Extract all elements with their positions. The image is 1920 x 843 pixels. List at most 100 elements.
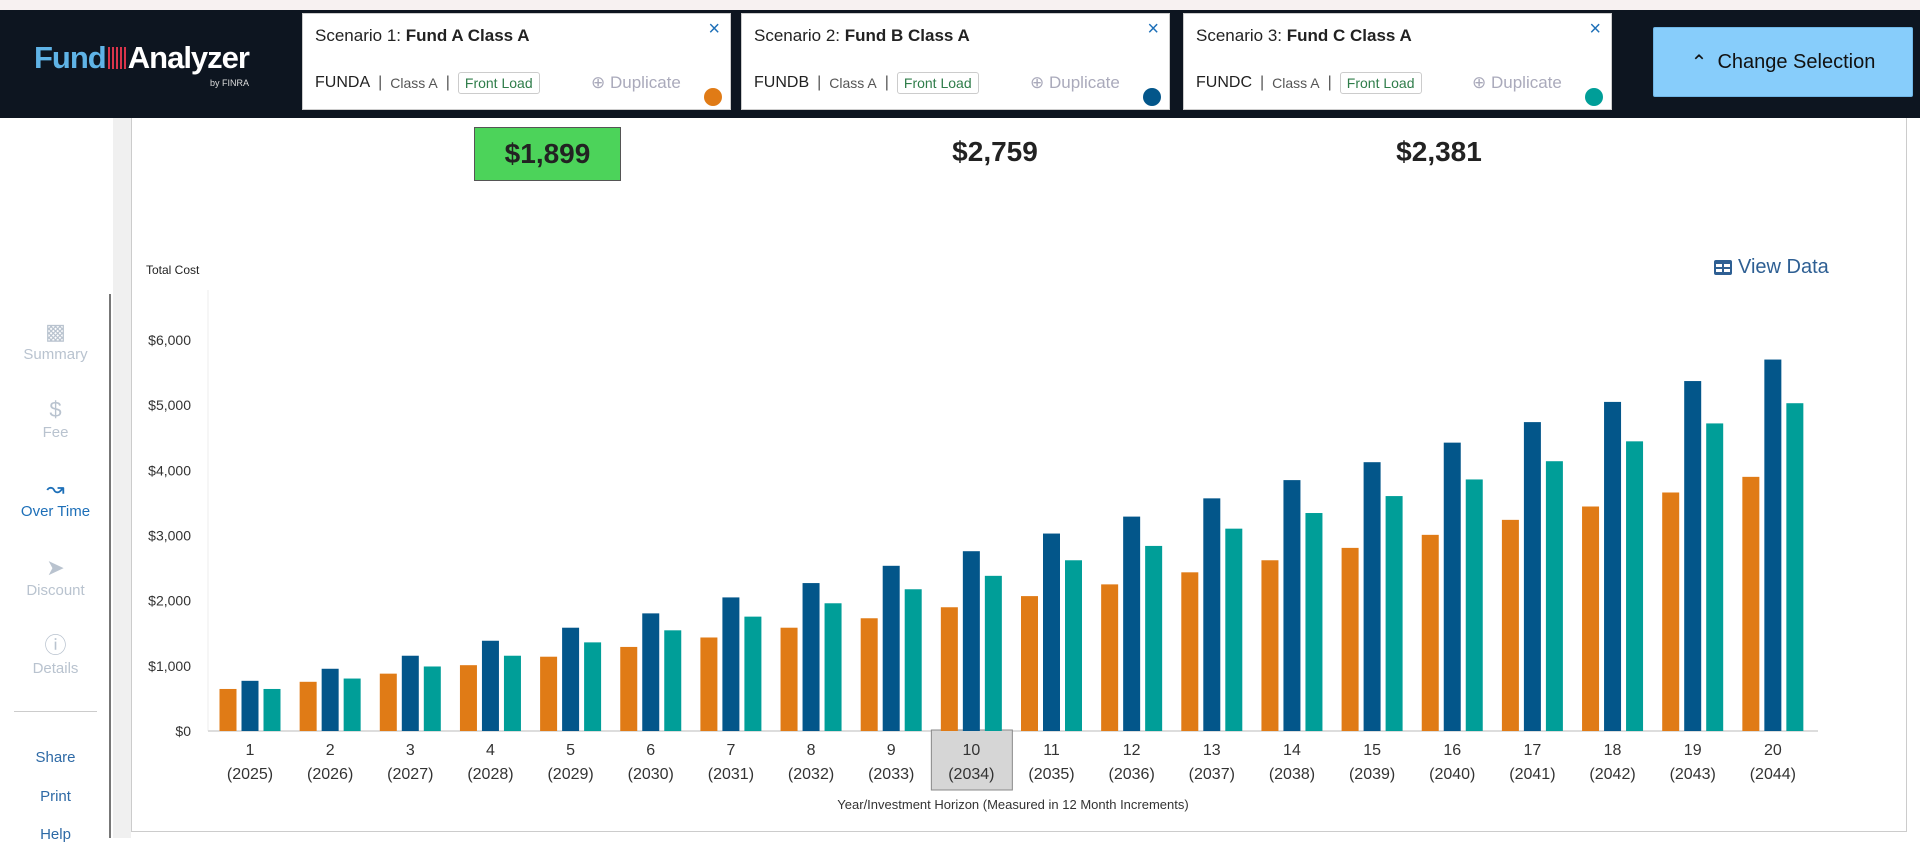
bar-scenario-1-year-3[interactable] xyxy=(379,673,397,731)
bar-scenario-1-year-12[interactable] xyxy=(1101,584,1119,731)
bar-scenario-3-year-15[interactable] xyxy=(1385,496,1403,731)
bar-scenario-3-year-1[interactable] xyxy=(263,688,281,731)
print-link[interactable]: Print xyxy=(40,788,71,805)
bar-scenario-2-year-7[interactable] xyxy=(722,597,740,731)
x-tick-year-label: (2034) xyxy=(948,766,994,783)
bar-scenario-2-year-16[interactable] xyxy=(1443,442,1461,731)
bar-scenario-1-year-2[interactable] xyxy=(299,681,317,731)
scenario-fund-name: Fund A Class A xyxy=(405,26,530,45)
bar-scenario-2-year-1[interactable] xyxy=(241,680,259,731)
bar-scenario-1-year-11[interactable] xyxy=(1021,596,1038,731)
close-icon[interactable]: × xyxy=(1147,18,1159,40)
bar-scenario-2-year-9[interactable] xyxy=(882,565,900,731)
bar-scenario-1-year-16[interactable] xyxy=(1421,534,1439,731)
share-class: Class A xyxy=(829,75,877,91)
load-type-badge: Front Load xyxy=(457,72,540,94)
ticker: FUNDB xyxy=(754,74,810,91)
bar-scenario-2-year-20[interactable] xyxy=(1764,359,1782,731)
bar-scenario-3-year-18[interactable] xyxy=(1626,441,1644,731)
duplicate-button[interactable]: ⊕ Duplicate xyxy=(1472,73,1562,93)
duplicate-button[interactable]: ⊕ Duplicate xyxy=(1030,73,1120,93)
bar-scenario-3-year-5[interactable] xyxy=(584,642,602,731)
bar-scenario-1-year-6[interactable] xyxy=(620,646,638,731)
bar-scenario-1-year-7[interactable] xyxy=(700,637,718,731)
bar-scenario-2-year-15[interactable] xyxy=(1363,462,1381,731)
bar-scenario-3-year-12[interactable] xyxy=(1145,545,1163,731)
bar-scenario-3-year-19[interactable] xyxy=(1706,423,1724,731)
scenario-prefix: Scenario 3: xyxy=(1196,26,1282,45)
y-tick-label: $5,000 xyxy=(148,397,191,413)
x-tick-year-label: (2036) xyxy=(1109,766,1155,783)
bar-scenario-3-year-7[interactable] xyxy=(744,616,762,731)
ticker: FUNDC xyxy=(1196,74,1252,91)
bar-scenario-3-year-4[interactable] xyxy=(503,655,521,731)
change-selection-button[interactable]: ⌃ Change Selection xyxy=(1653,27,1913,97)
bar-scenario-1-year-1[interactable] xyxy=(219,688,237,731)
scenario-color-dot xyxy=(1143,88,1161,106)
sidebar-item-fee[interactable]: $ Fee xyxy=(0,397,111,442)
bar-scenario-3-year-2[interactable] xyxy=(343,678,361,731)
bar-scenario-1-year-20[interactable] xyxy=(1742,476,1760,731)
bar-scenario-2-year-18[interactable] xyxy=(1604,401,1622,731)
bar-scenario-1-year-4[interactable] xyxy=(459,665,477,731)
scenario-color-dot xyxy=(704,88,722,106)
x-tick-year-label: (2040) xyxy=(1429,766,1475,783)
bar-scenario-3-year-16[interactable] xyxy=(1465,479,1483,731)
bar-scenario-1-year-18[interactable] xyxy=(1582,506,1600,731)
bar-scenario-3-year-11[interactable] xyxy=(1065,560,1082,731)
bar-scenario-3-year-13[interactable] xyxy=(1225,528,1243,731)
sidebar-divider xyxy=(14,711,97,712)
bar-scenario-3-year-8[interactable] xyxy=(824,603,842,731)
bar-scenario-1-year-15[interactable] xyxy=(1341,547,1359,731)
dollar-icon: $ xyxy=(49,397,62,422)
bar-scenario-3-year-6[interactable] xyxy=(664,630,682,731)
bar-scenario-1-year-17[interactable] xyxy=(1501,519,1519,731)
bar-scenario-3-year-10[interactable] xyxy=(984,575,1002,731)
bar-scenario-2-year-17[interactable] xyxy=(1523,422,1541,731)
close-icon[interactable]: × xyxy=(708,18,720,40)
x-tick-label: 13 xyxy=(1203,742,1221,759)
info-icon: ⓘ xyxy=(44,633,67,658)
bar-scenario-1-year-14[interactable] xyxy=(1261,560,1279,731)
x-tick-label: 19 xyxy=(1684,742,1702,759)
fund-analyzer-logo[interactable]: Fund Analyzer by FINRA xyxy=(34,40,250,88)
bar-scenario-2-year-10[interactable] xyxy=(962,551,980,731)
bar-scenario-2-year-19[interactable] xyxy=(1684,381,1702,731)
sidebar-item-details[interactable]: ⓘ Details xyxy=(0,633,111,678)
x-tick-year-label: (2027) xyxy=(387,766,433,783)
bar-scenario-3-year-9[interactable] xyxy=(904,589,922,731)
bar-scenario-3-year-3[interactable] xyxy=(423,666,441,731)
bar-scenario-2-year-13[interactable] xyxy=(1203,498,1221,731)
bar-scenario-2-year-2[interactable] xyxy=(321,668,339,731)
bar-scenario-3-year-14[interactable] xyxy=(1305,513,1323,731)
bar-scenario-1-year-10[interactable] xyxy=(940,607,958,731)
bar-scenario-2-year-4[interactable] xyxy=(481,640,499,731)
bar-scenario-1-year-19[interactable] xyxy=(1662,492,1680,731)
x-tick-year-label: (2035) xyxy=(1028,766,1074,783)
tags-icon: ➤ xyxy=(46,555,65,580)
bar-scenario-2-year-5[interactable] xyxy=(562,627,580,731)
sidebar-item-over-time[interactable]: ↝ Over Time xyxy=(0,477,111,521)
bar-scenario-2-year-12[interactable] xyxy=(1123,516,1141,731)
bar-scenario-2-year-8[interactable] xyxy=(802,583,820,731)
bar-scenario-2-year-6[interactable] xyxy=(642,613,660,731)
share-link[interactable]: Share xyxy=(35,749,76,766)
x-tick-year-label: (2029) xyxy=(547,766,593,783)
scenario-prefix: Scenario 1: xyxy=(315,26,401,45)
bar-scenario-3-year-20[interactable] xyxy=(1786,403,1804,731)
bar-scenario-2-year-14[interactable] xyxy=(1283,480,1301,731)
bar-scenario-1-year-9[interactable] xyxy=(860,618,878,731)
bar-scenario-1-year-5[interactable] xyxy=(540,656,558,731)
sidebar-item-summary[interactable]: ▩ Summary xyxy=(0,320,111,364)
bar-scenario-1-year-8[interactable] xyxy=(780,627,798,731)
sidebar-item-discount[interactable]: ➤ Discount xyxy=(0,555,111,600)
close-icon[interactable]: × xyxy=(1589,18,1601,40)
bar-scenario-1-year-13[interactable] xyxy=(1181,572,1199,731)
bar-scenario-2-year-3[interactable] xyxy=(401,655,419,731)
view-data-button[interactable]: View Data xyxy=(1714,256,1829,279)
y-tick-label: $0 xyxy=(175,723,191,739)
bar-scenario-2-year-11[interactable] xyxy=(1043,533,1060,731)
bar-scenario-3-year-17[interactable] xyxy=(1545,461,1563,731)
x-tick-year-label: (2028) xyxy=(467,766,513,783)
duplicate-button[interactable]: ⊕ Duplicate xyxy=(591,73,681,93)
